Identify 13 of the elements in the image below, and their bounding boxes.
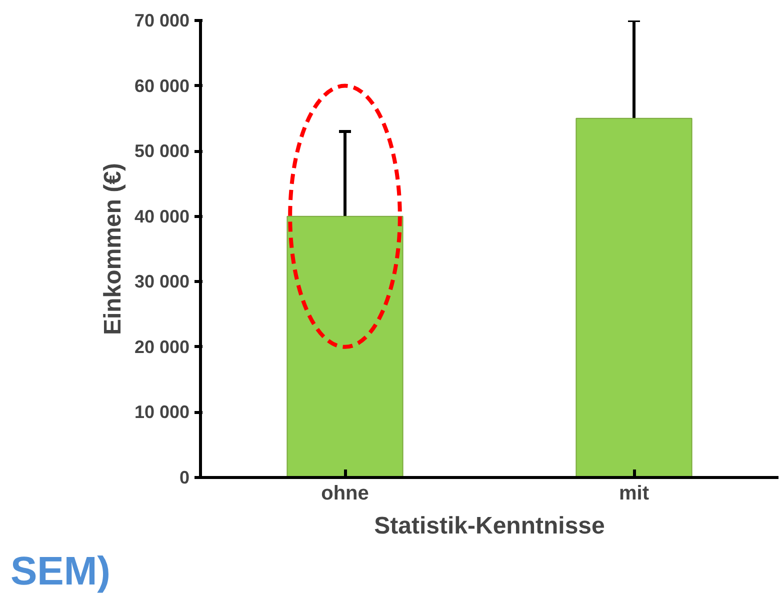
x-tick-label: mit xyxy=(619,482,650,504)
text: SEM) xyxy=(10,550,110,594)
y-tick-label: 60 000 xyxy=(134,76,190,96)
y-tick-label: 50 000 xyxy=(134,141,190,162)
y-tick-label: 0 xyxy=(179,468,190,488)
x-tick-label: ohne xyxy=(321,482,369,504)
y-axis-title: Einkommen (€) xyxy=(99,162,126,336)
y-tick-label: 70 000 xyxy=(134,10,190,30)
y-tick-label: 20 000 xyxy=(134,336,190,357)
x-axis-title: Statistik-Kenntnisse xyxy=(374,512,605,540)
y-tick-label: 10 000 xyxy=(134,402,190,422)
y-tick-label: 40 000 xyxy=(134,206,190,226)
y-tick-label: 30 000 xyxy=(134,272,190,292)
